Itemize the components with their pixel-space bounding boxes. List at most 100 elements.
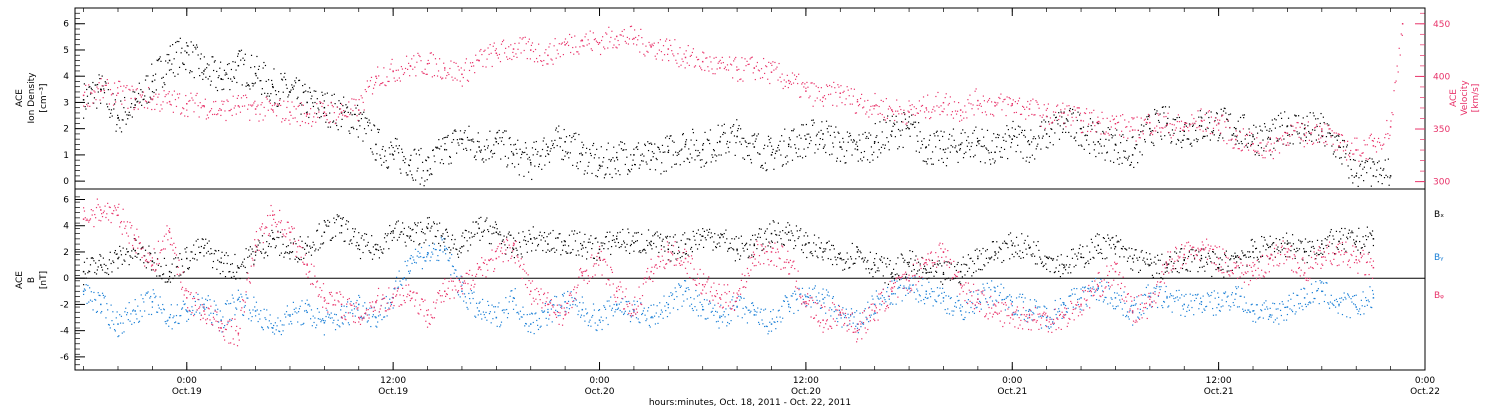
by-series-point (110, 327, 111, 328)
bx-series-point (1189, 251, 1190, 252)
density-series-point (1236, 136, 1237, 137)
density-series-point (181, 48, 182, 49)
velocity-series-point (169, 101, 171, 103)
density-series-point (146, 75, 147, 76)
velocity-series-point (425, 69, 426, 70)
by-series-point (141, 316, 142, 317)
velocity-series-point (519, 37, 520, 38)
density-series-point (169, 60, 171, 62)
velocity-series-point (986, 114, 987, 115)
bx-series-point (1003, 260, 1004, 261)
density-series-point (421, 177, 422, 178)
density-series-point (500, 158, 501, 159)
density-series-point (790, 139, 791, 140)
density-series-point (550, 151, 551, 152)
density-series-point (131, 103, 132, 104)
bx-series-point (128, 251, 129, 252)
bx-series-point (1257, 257, 1258, 258)
density-series-point (1348, 177, 1349, 178)
density-series-point (817, 134, 818, 135)
bx-series-point (1067, 256, 1068, 257)
bx-series-point (534, 238, 535, 239)
bx-series-point (820, 248, 821, 249)
bx-series-point (1102, 258, 1103, 259)
density-series-point (918, 122, 919, 123)
velocity-series-point (1098, 121, 1099, 122)
velocity-series-point (397, 80, 398, 81)
density-series-point (702, 149, 704, 151)
bx-series-point (716, 247, 717, 248)
density-series-point (680, 164, 681, 165)
bx-series-point (509, 231, 510, 232)
density-series-point (1019, 126, 1020, 127)
bx-series-point (1326, 245, 1327, 246)
bx-series-point (833, 245, 834, 246)
density-series-point (916, 151, 917, 152)
density-series-point (1028, 140, 1029, 141)
velocity-series-point (110, 89, 111, 90)
density-series-point (834, 132, 835, 133)
density-series-point (424, 185, 425, 186)
bx-series-point (603, 248, 604, 249)
by-series-point (109, 324, 110, 325)
density-series-point (280, 73, 281, 74)
bx-series-point (237, 265, 238, 266)
bx-series-point (781, 243, 782, 244)
velocity-series-point (1247, 135, 1248, 136)
bx-series-point (1256, 248, 1257, 249)
bx-series-point (367, 245, 368, 246)
bx-series-point (629, 253, 630, 254)
velocity-series-point (393, 71, 394, 72)
bx-series-point (1312, 241, 1313, 242)
density-series-point (595, 175, 596, 176)
density-series-point (285, 79, 286, 80)
density-series-point (1261, 147, 1262, 148)
density-series-point (242, 84, 243, 85)
velocity-series-point (1293, 130, 1294, 131)
density-series-point (1072, 109, 1073, 110)
density-series-point (279, 103, 280, 104)
density-series-point (840, 161, 841, 162)
velocity-series-point (1312, 144, 1313, 145)
by-series-point (241, 296, 242, 297)
bx-series-point (1277, 246, 1278, 247)
velocity-series-point (537, 61, 538, 62)
bx-series-point (1247, 251, 1248, 252)
bx-series-point (561, 241, 562, 242)
density-series-point (1164, 135, 1165, 136)
density-series-point (140, 89, 141, 90)
density-series-point (964, 153, 965, 154)
velocity-series-point (1208, 111, 1209, 112)
bx-series-point (1120, 239, 1121, 240)
bx-series-point (1132, 258, 1134, 260)
bx-series-point (1300, 241, 1301, 242)
bx-series-point (691, 247, 692, 248)
bx-series-point (646, 240, 647, 241)
density-series-point (549, 162, 550, 163)
bx-series-point (1301, 241, 1302, 242)
velocity-series-point (823, 106, 824, 107)
density-series-point (548, 154, 549, 155)
bx-series-point (908, 262, 910, 264)
density-series-point (636, 147, 637, 148)
velocity-series-point (606, 34, 607, 35)
bx-series-point (578, 254, 579, 255)
velocity-series-point (83, 95, 85, 97)
density-series-point (575, 133, 576, 134)
bx-series-point (1084, 266, 1085, 267)
bx-series-point (736, 249, 738, 251)
density-series-point (838, 133, 839, 134)
bx-series-point (983, 264, 984, 265)
by-series-point (159, 307, 160, 308)
by-series-point (128, 319, 129, 320)
density-series-point (1312, 129, 1313, 130)
velocity-series-point (588, 39, 589, 40)
density-series-point (732, 126, 733, 127)
density-series-point (88, 103, 89, 104)
bx-series-point (358, 232, 359, 233)
bx-series-point (254, 260, 255, 261)
density-series-point (1016, 151, 1017, 152)
bx-series-point (216, 269, 217, 270)
velocity-series-point (1276, 137, 1277, 138)
velocity-series-point (835, 92, 836, 93)
